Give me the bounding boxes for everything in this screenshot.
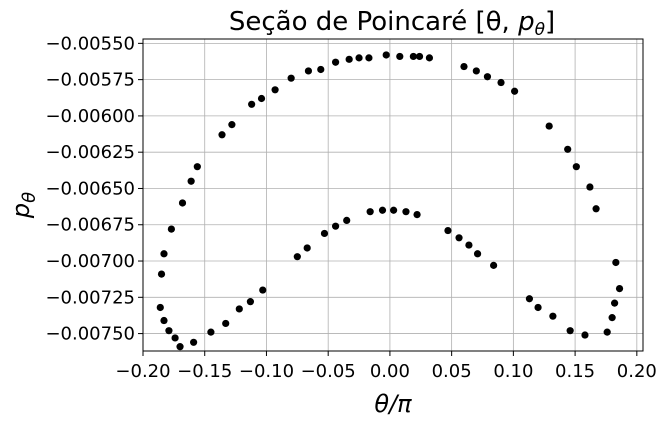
y-tick-label: −0.00750 bbox=[45, 324, 135, 345]
data-point bbox=[473, 250, 482, 258]
data-point bbox=[160, 250, 168, 258]
data-point bbox=[246, 298, 255, 306]
data-point bbox=[218, 131, 226, 139]
data-point bbox=[171, 334, 179, 342]
data-point bbox=[564, 145, 572, 153]
data-point bbox=[331, 58, 340, 66]
data-point bbox=[444, 226, 452, 235]
data-point bbox=[345, 55, 353, 63]
data-point bbox=[615, 285, 624, 293]
x-axis-ticks: −0.20 −0.15 −0.10 −0.05 0.00 0.05 0.10 0.15 0.20 bbox=[115, 351, 657, 382]
x-tick-label: 0.10 bbox=[493, 361, 533, 382]
data-point bbox=[293, 253, 301, 261]
data-point bbox=[271, 86, 279, 94]
data-point bbox=[525, 295, 534, 303]
x-tick-label: −0.10 bbox=[239, 361, 294, 382]
x-tick-label: 0.00 bbox=[370, 361, 410, 382]
data-point bbox=[222, 319, 230, 328]
data-point bbox=[235, 305, 243, 313]
data-point bbox=[355, 54, 363, 62]
y-tick-label: −0.00725 bbox=[45, 287, 135, 308]
data-point bbox=[581, 331, 589, 339]
data-point bbox=[497, 78, 505, 87]
data-point bbox=[160, 316, 168, 325]
y-axis-ticks: −0.00550 −0.00575 −0.00600 −0.00625 −0.00650… bbox=[45, 33, 143, 345]
data-point bbox=[317, 65, 325, 74]
data-point bbox=[303, 244, 311, 252]
data-point bbox=[343, 216, 351, 224]
y-tick-label: −0.00575 bbox=[45, 70, 135, 91]
data-point bbox=[483, 73, 492, 81]
data-point bbox=[566, 327, 574, 335]
x-tick-label: −0.05 bbox=[301, 361, 356, 382]
data-point bbox=[156, 303, 164, 312]
data-point bbox=[366, 208, 374, 216]
plot-frame bbox=[142, 38, 644, 352]
data-point bbox=[304, 67, 313, 75]
data-point bbox=[390, 206, 398, 214]
data-point bbox=[415, 52, 424, 61]
data-point bbox=[549, 312, 557, 320]
data-point bbox=[193, 163, 201, 171]
data-point bbox=[187, 177, 195, 185]
x-tick-label: −0.20 bbox=[115, 361, 170, 382]
y-tick-label: −0.00700 bbox=[45, 251, 135, 272]
data-point bbox=[176, 343, 184, 351]
x-axis-label: θ/π bbox=[374, 390, 412, 418]
data-point bbox=[511, 87, 519, 95]
data-point bbox=[592, 205, 600, 213]
x-tick-label: 0.15 bbox=[555, 361, 595, 382]
data-point bbox=[586, 183, 594, 191]
data-point bbox=[167, 225, 175, 233]
data-point bbox=[178, 199, 187, 207]
data-point bbox=[425, 54, 434, 62]
data-point bbox=[365, 54, 373, 62]
y-tick-label: −0.00625 bbox=[45, 142, 135, 163]
grid bbox=[142, 39, 643, 351]
y-tick-label: −0.00650 bbox=[45, 178, 135, 199]
data-point bbox=[287, 74, 295, 82]
data-point bbox=[378, 206, 387, 214]
x-tick-label: −0.15 bbox=[177, 361, 232, 382]
data-point bbox=[320, 229, 329, 238]
data-point bbox=[402, 208, 410, 216]
y-tick-label: −0.00675 bbox=[45, 215, 135, 236]
y-tick-label: −0.00600 bbox=[45, 106, 135, 127]
chart-title: Seção de Poincaré [θ, pθ] bbox=[229, 7, 555, 40]
data-point bbox=[490, 261, 498, 269]
data-point bbox=[331, 222, 340, 230]
data-point bbox=[396, 52, 404, 61]
data-point bbox=[409, 52, 417, 61]
data-point bbox=[572, 163, 580, 171]
x-tick-label: 0.05 bbox=[432, 361, 472, 382]
data-point bbox=[165, 327, 173, 335]
y-axis-label: pθ bbox=[7, 192, 40, 219]
y-tick-label: −0.00550 bbox=[45, 33, 135, 54]
data-points bbox=[156, 51, 624, 351]
data-point bbox=[603, 328, 611, 336]
data-point bbox=[248, 100, 256, 108]
data-point bbox=[157, 270, 166, 278]
data-point bbox=[460, 62, 468, 71]
data-point bbox=[207, 328, 215, 336]
data-point bbox=[259, 286, 267, 294]
data-point bbox=[455, 234, 463, 242]
data-point bbox=[228, 121, 236, 129]
data-point bbox=[545, 122, 553, 130]
x-tick-label: 0.20 bbox=[617, 361, 657, 382]
data-point bbox=[612, 258, 620, 267]
data-point bbox=[472, 67, 480, 75]
data-point bbox=[413, 210, 421, 219]
data-point bbox=[534, 303, 542, 312]
data-point bbox=[608, 314, 616, 322]
data-point bbox=[190, 338, 198, 346]
data-point bbox=[611, 299, 619, 307]
data-point bbox=[382, 51, 390, 59]
data-point bbox=[257, 94, 266, 103]
data-point bbox=[465, 241, 473, 249]
